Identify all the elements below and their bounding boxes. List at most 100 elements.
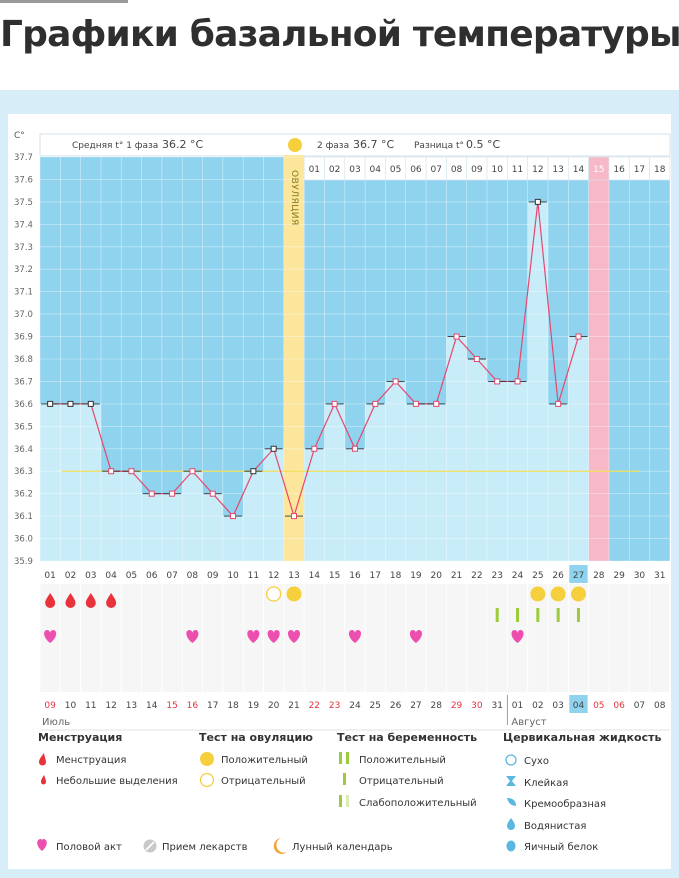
temperature-point: [108, 468, 115, 475]
calendar-row-bg: [40, 695, 670, 713]
calendar-date-label: 10: [65, 701, 77, 711]
calendar-date-label: 14: [146, 701, 158, 711]
cycle-day-label: 15: [329, 571, 340, 581]
egg-white-icon: [506, 840, 516, 852]
cycle-day-label: 29: [613, 571, 625, 581]
ovulation-label: ОВУЛЯЦИЯ: [289, 170, 299, 226]
post-ovulation-day-row: 01 02 03 04 05 06 07 08 09 10 11 12 13 14 15 16 17 18: [303, 156, 671, 181]
cycle-day-label: 28: [593, 571, 605, 581]
top-rule: [0, 0, 128, 3]
y-tick-label: 36.5: [14, 422, 33, 432]
post-ovulation-day-label: 09: [471, 165, 483, 175]
heart-icon: [44, 630, 57, 643]
temperature-point: [87, 400, 94, 407]
drop-icon: [39, 753, 46, 766]
calendar-date-label: 25: [370, 701, 381, 711]
temperature-point: [494, 378, 501, 385]
cycle-day-label: 19: [410, 571, 422, 581]
unit-label: С°: [14, 131, 25, 141]
legend-menstruation-item: Менструация: [56, 755, 126, 766]
calendar-date-label: 23: [329, 701, 340, 711]
post-ovulation-day-label: 10: [491, 165, 503, 175]
calendar-date-label: 09: [44, 701, 56, 711]
post-ovulation-day-label: 06: [410, 165, 422, 175]
cycle-day-label: 06: [146, 571, 158, 581]
post-ovulation-day-label: 01: [309, 165, 320, 175]
y-tick-label: 36.0: [14, 535, 33, 545]
positive-test-icon: [286, 586, 302, 602]
cycle-day-label: 11: [248, 571, 259, 581]
heart-icon: [37, 839, 47, 851]
y-tick-label: 37.4: [14, 220, 33, 230]
heart-icon: [409, 630, 422, 643]
cycle-day-label: 16: [349, 571, 361, 581]
positive-strip-icon: [339, 752, 342, 764]
post-ovulation-day-label: 03: [349, 165, 360, 175]
cycle-day-label: 03: [85, 571, 96, 581]
calendar-date-label: 20: [268, 701, 280, 711]
calendar-date-label: 02: [532, 701, 543, 711]
legend-cervical-item: Водянистая: [524, 821, 586, 832]
calendar-date-label: 03: [552, 701, 563, 711]
post-ovulation-day-label: 02: [329, 165, 340, 175]
cycle-day-label: 18: [390, 571, 402, 581]
calendar-date-label: 08: [654, 701, 666, 711]
pregnancy-strip-icon: [556, 608, 560, 622]
cycle-day-label: 13: [288, 571, 299, 581]
post-ovulation-day-label: 16: [613, 165, 625, 175]
negative-test-icon: [199, 772, 215, 788]
menstruation-drop-icon: [85, 593, 96, 608]
temperature-point: [169, 490, 176, 497]
phase1-label: Средняя t° 1 фаза: [72, 141, 158, 151]
cycle-day-label: 25: [532, 571, 543, 581]
temperature-point: [250, 468, 257, 475]
temperature-bar: [344, 448, 366, 561]
phase2-label: 2 фаза: [317, 141, 349, 151]
calendar-date-label: 27: [410, 701, 421, 711]
temperature-series: [41, 198, 588, 520]
cycle-day-label: 31: [654, 571, 665, 581]
moon-icon: [273, 838, 287, 854]
temperature-point: [412, 400, 419, 407]
temperature-point: [209, 490, 216, 497]
legend-pregnancy-title: Тест на беременность: [337, 731, 477, 744]
y-tick-label: 35.9: [14, 557, 33, 567]
y-tick-label: 37.6: [14, 175, 33, 185]
legend-ovulation-title: Тест на овуляцию: [199, 731, 313, 744]
legend-cervical-item: Клейкая: [524, 778, 568, 789]
temperature-bar: [365, 403, 386, 561]
y-tick-label: 36.2: [14, 490, 33, 500]
legend-cervical-item: Кремообразная: [524, 799, 606, 810]
temperature-bar: [405, 403, 427, 561]
cycle-day-label: 27: [573, 571, 584, 581]
legend-menstruation-title: Менструация: [38, 731, 122, 744]
calendar-date-label: 06: [613, 701, 625, 711]
temperature-point: [351, 445, 358, 452]
diff-value: 0.5 °С: [466, 138, 500, 151]
calendar-date-label: 21: [288, 701, 299, 711]
diff-label: Разница t°: [414, 141, 464, 151]
post-ovulation-day-label: 05: [390, 165, 401, 175]
today-marker: [569, 565, 588, 583]
post-ovulation-day-label: 17: [634, 165, 645, 175]
temperature-point: [331, 400, 338, 407]
temperature-point: [575, 333, 582, 340]
legend-menstruation-item: Небольшие выделения: [56, 776, 178, 787]
heart-icon: [348, 630, 361, 643]
temperature-bar: [202, 493, 223, 561]
calendar-date-label: 22: [309, 701, 320, 711]
weak-strip-icon: [339, 795, 342, 807]
temperature-point: [270, 445, 277, 452]
legend-ovulation-item: Положительный: [221, 755, 308, 766]
post-ovulation-day-label: 11: [512, 165, 523, 175]
y-tick-label: 37.2: [14, 265, 33, 275]
cycle-day-label: 17: [370, 571, 381, 581]
temperature-point: [189, 468, 196, 475]
cycle-day-label: 05: [126, 571, 137, 581]
cycle-day-label: 24: [512, 571, 524, 581]
temperature-point: [433, 400, 440, 407]
menstruation-drop-icon: [106, 593, 117, 608]
temperature-bar: [161, 493, 183, 561]
plot-area: [39, 155, 671, 562]
